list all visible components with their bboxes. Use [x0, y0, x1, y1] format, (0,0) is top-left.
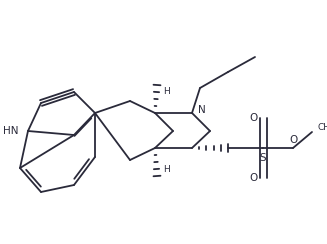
Text: O: O [289, 135, 297, 145]
Text: O: O [249, 113, 257, 123]
Text: O: O [249, 173, 257, 183]
Text: CH₃: CH₃ [318, 123, 327, 132]
Text: S: S [260, 153, 266, 163]
Text: H: H [163, 87, 170, 95]
Text: N: N [198, 105, 206, 115]
Text: HN: HN [3, 126, 18, 136]
Text: H: H [163, 165, 170, 174]
